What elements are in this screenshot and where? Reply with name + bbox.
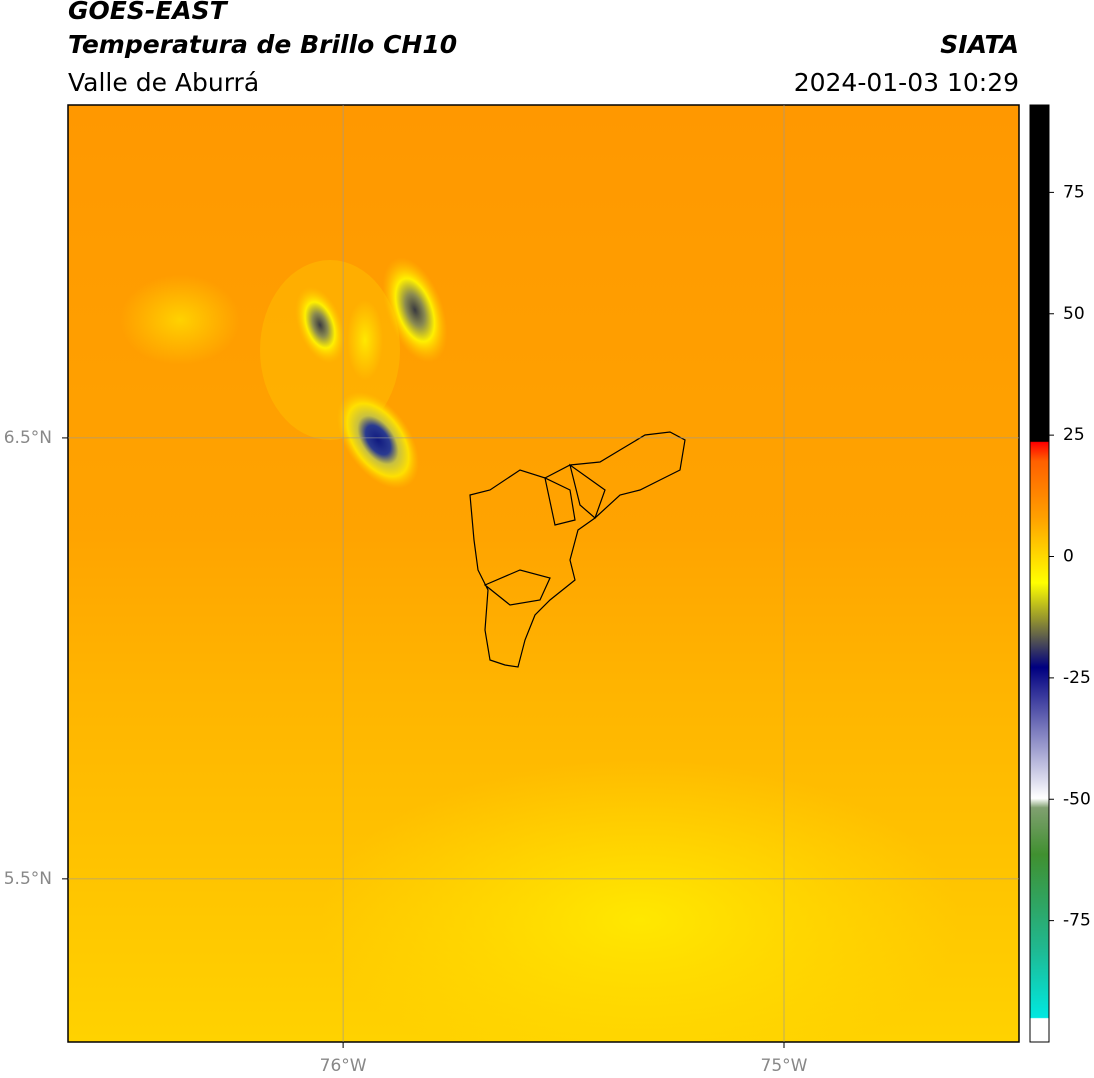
source: SIATA [940,30,1019,59]
subtitle: Temperatura de Brillo CH10 [68,30,457,59]
y-tick-label: 6.5°N [4,428,52,448]
colorbar [1029,104,1050,1043]
colorbar-tick-label: -25 [1063,668,1091,688]
colorbar-tick-label: -75 [1063,911,1091,931]
x-tick-label: 75°W [761,1056,808,1076]
x-tick-label: 76°W [320,1056,367,1076]
colorbar-tick-label: 25 [1063,425,1085,445]
colorbar-tick-label: 50 [1063,304,1085,324]
region: Valle de Aburrá [68,68,259,97]
colorbar-tick-label: 75 [1063,182,1085,202]
colorbar-tick-label: 0 [1063,547,1074,567]
municipal-boundaries [469,431,686,668]
map-frame [67,104,1020,1043]
timestamp: 2024-01-03 10:29 [794,68,1019,97]
title: GOES-EAST [68,0,229,25]
colorbar-tick-label: -50 [1063,789,1091,809]
y-tick-label: 5.5°N [4,869,52,889]
map-field [68,105,1019,1042]
